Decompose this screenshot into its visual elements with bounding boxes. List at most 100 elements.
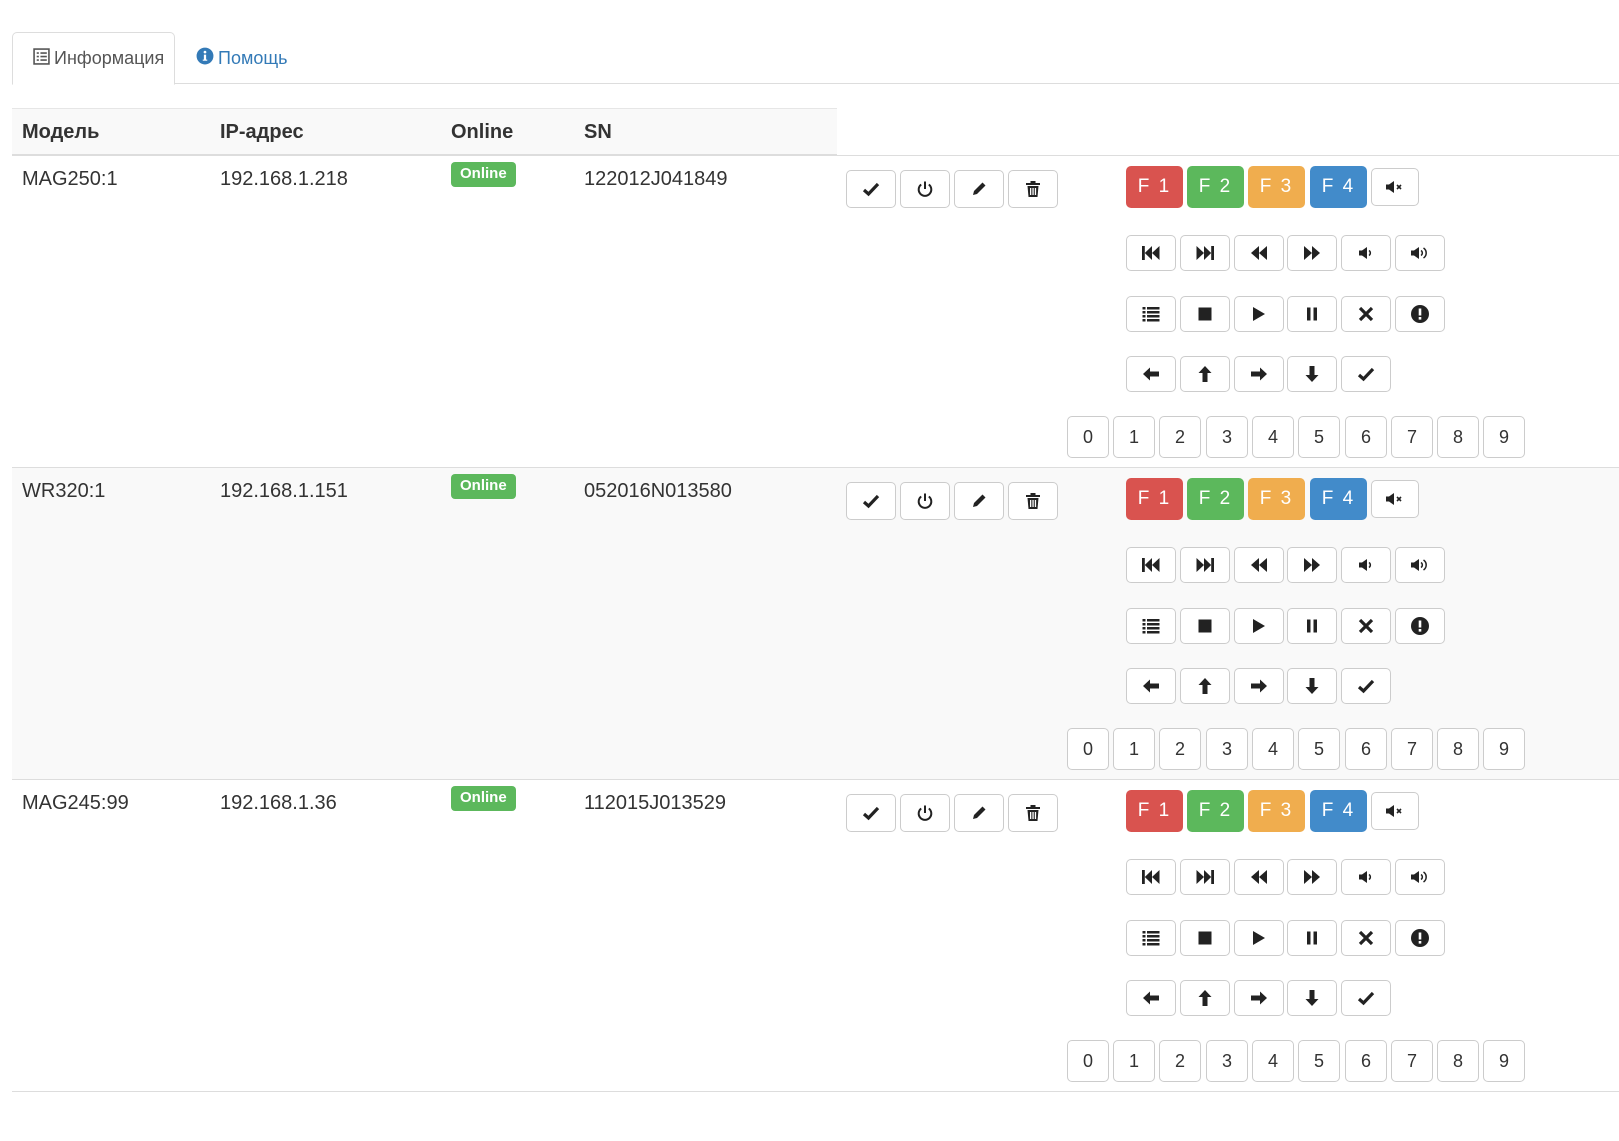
f1-button[interactable]: F 1 <box>1126 166 1183 208</box>
list-button[interactable] <box>1126 920 1176 956</box>
volume-up-button[interactable] <box>1395 547 1445 583</box>
power-button[interactable] <box>900 794 950 832</box>
check-button[interactable] <box>846 170 896 208</box>
digit-2-button[interactable]: 2 <box>1159 1040 1201 1082</box>
f4-button[interactable]: F 4 <box>1310 166 1367 208</box>
info-button[interactable] <box>1395 296 1445 332</box>
power-button[interactable] <box>900 482 950 520</box>
pencil-button[interactable] <box>954 794 1004 832</box>
digit-9-button[interactable]: 9 <box>1483 1040 1525 1082</box>
pencil-button[interactable] <box>954 482 1004 520</box>
play-button[interactable] <box>1234 296 1284 332</box>
digit-1-button[interactable]: 1 <box>1113 416 1155 458</box>
digit-0-button[interactable]: 0 <box>1067 1040 1109 1082</box>
play-button[interactable] <box>1234 608 1284 644</box>
digit-8-button[interactable]: 8 <box>1437 416 1479 458</box>
skip-back-button[interactable] <box>1126 859 1176 895</box>
arrow-up-button[interactable] <box>1180 356 1230 392</box>
digit-7-button[interactable]: 7 <box>1391 1040 1433 1082</box>
rewind-button[interactable] <box>1234 547 1284 583</box>
arrow-down-button[interactable] <box>1287 980 1337 1016</box>
close-button[interactable] <box>1341 920 1391 956</box>
arrow-right-button[interactable] <box>1234 980 1284 1016</box>
pause-button[interactable] <box>1287 296 1337 332</box>
digit-5-button[interactable]: 5 <box>1298 728 1340 770</box>
trash-button[interactable] <box>1008 794 1058 832</box>
volume-up-button[interactable] <box>1395 235 1445 271</box>
list-button[interactable] <box>1126 608 1176 644</box>
power-button[interactable] <box>900 170 950 208</box>
skip-back-button[interactable] <box>1126 235 1176 271</box>
digit-4-button[interactable]: 4 <box>1252 1040 1294 1082</box>
f3-button[interactable]: F 3 <box>1248 478 1305 520</box>
f4-button[interactable]: F 4 <box>1310 478 1367 520</box>
volume-down-button[interactable] <box>1341 235 1391 271</box>
arrow-up-button[interactable] <box>1180 980 1230 1016</box>
f1-button[interactable]: F 1 <box>1126 478 1183 520</box>
mute-button[interactable] <box>1371 168 1419 206</box>
volume-down-button[interactable] <box>1341 547 1391 583</box>
mute-button[interactable] <box>1371 480 1419 518</box>
play-button[interactable] <box>1234 920 1284 956</box>
arrow-left-button[interactable] <box>1126 668 1176 704</box>
skip-forward-button[interactable] <box>1180 235 1230 271</box>
digit-6-button[interactable]: 6 <box>1345 1040 1387 1082</box>
digit-2-button[interactable]: 2 <box>1159 416 1201 458</box>
digit-8-button[interactable]: 8 <box>1437 728 1479 770</box>
skip-back-button[interactable] <box>1126 547 1176 583</box>
skip-forward-button[interactable] <box>1180 859 1230 895</box>
digit-5-button[interactable]: 5 <box>1298 416 1340 458</box>
rewind-button[interactable] <box>1234 235 1284 271</box>
f2-button[interactable]: F 2 <box>1187 166 1244 208</box>
digit-7-button[interactable]: 7 <box>1391 416 1433 458</box>
digit-8-button[interactable]: 8 <box>1437 1040 1479 1082</box>
close-button[interactable] <box>1341 296 1391 332</box>
digit-3-button[interactable]: 3 <box>1206 416 1248 458</box>
digit-6-button[interactable]: 6 <box>1345 728 1387 770</box>
ok-check-button[interactable] <box>1341 980 1391 1016</box>
tab-help[interactable]: Помощь <box>196 32 288 84</box>
digit-3-button[interactable]: 3 <box>1206 728 1248 770</box>
volume-up-button[interactable] <box>1395 859 1445 895</box>
fast-forward-button[interactable] <box>1287 235 1337 271</box>
digit-2-button[interactable]: 2 <box>1159 728 1201 770</box>
f2-button[interactable]: F 2 <box>1187 478 1244 520</box>
digit-5-button[interactable]: 5 <box>1298 1040 1340 1082</box>
arrow-down-button[interactable] <box>1287 668 1337 704</box>
close-button[interactable] <box>1341 608 1391 644</box>
digit-4-button[interactable]: 4 <box>1252 416 1294 458</box>
fast-forward-button[interactable] <box>1287 547 1337 583</box>
f2-button[interactable]: F 2 <box>1187 790 1244 832</box>
f3-button[interactable]: F 3 <box>1248 166 1305 208</box>
arrow-down-button[interactable] <box>1287 356 1337 392</box>
ok-check-button[interactable] <box>1341 668 1391 704</box>
check-button[interactable] <box>846 794 896 832</box>
stop-button[interactable] <box>1180 608 1230 644</box>
stop-button[interactable] <box>1180 920 1230 956</box>
arrow-left-button[interactable] <box>1126 980 1176 1016</box>
skip-forward-button[interactable] <box>1180 547 1230 583</box>
digit-6-button[interactable]: 6 <box>1345 416 1387 458</box>
arrow-right-button[interactable] <box>1234 668 1284 704</box>
digit-1-button[interactable]: 1 <box>1113 728 1155 770</box>
ok-check-button[interactable] <box>1341 356 1391 392</box>
f3-button[interactable]: F 3 <box>1248 790 1305 832</box>
volume-down-button[interactable] <box>1341 859 1391 895</box>
digit-4-button[interactable]: 4 <box>1252 728 1294 770</box>
mute-button[interactable] <box>1371 792 1419 830</box>
trash-button[interactable] <box>1008 170 1058 208</box>
digit-9-button[interactable]: 9 <box>1483 728 1525 770</box>
list-button[interactable] <box>1126 296 1176 332</box>
digit-9-button[interactable]: 9 <box>1483 416 1525 458</box>
stop-button[interactable] <box>1180 296 1230 332</box>
digit-3-button[interactable]: 3 <box>1206 1040 1248 1082</box>
pause-button[interactable] <box>1287 608 1337 644</box>
check-button[interactable] <box>846 482 896 520</box>
arrow-left-button[interactable] <box>1126 356 1176 392</box>
trash-button[interactable] <box>1008 482 1058 520</box>
pause-button[interactable] <box>1287 920 1337 956</box>
pencil-button[interactable] <box>954 170 1004 208</box>
info-button[interactable] <box>1395 920 1445 956</box>
f1-button[interactable]: F 1 <box>1126 790 1183 832</box>
fast-forward-button[interactable] <box>1287 859 1337 895</box>
